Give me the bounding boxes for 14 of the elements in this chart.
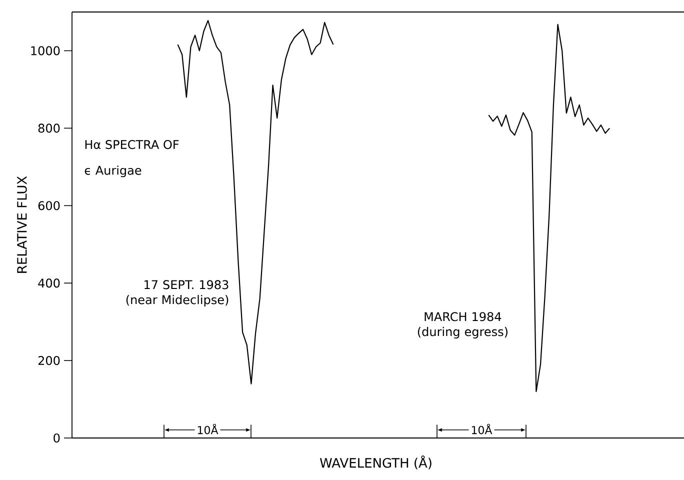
x-axis-title: WAVELENGTH (Å) <box>320 456 432 470</box>
y-tick-label: 600 <box>38 201 60 210</box>
annotation: 10Å <box>472 424 492 434</box>
text: MARCH 1984 (during egress) <box>418 312 508 338</box>
y-tick-label: 200 <box>38 356 60 366</box>
y-tick-label: 400 <box>38 278 60 288</box>
y-axis-title: RELATIVE FLUX <box>17 176 27 273</box>
y-tick-label: 1000 <box>31 46 60 56</box>
y-tick-label: 0 <box>54 433 60 443</box>
annotation: ϵ Aurigae <box>84 166 142 178</box>
series-label: 17 SEPT. 1983 (near Mideclipse) <box>126 280 228 307</box>
annotation: 10Å <box>198 424 218 434</box>
y-tick-label: 800 <box>38 124 60 133</box>
annotation: Hα SPECTRA OF <box>85 140 179 150</box>
